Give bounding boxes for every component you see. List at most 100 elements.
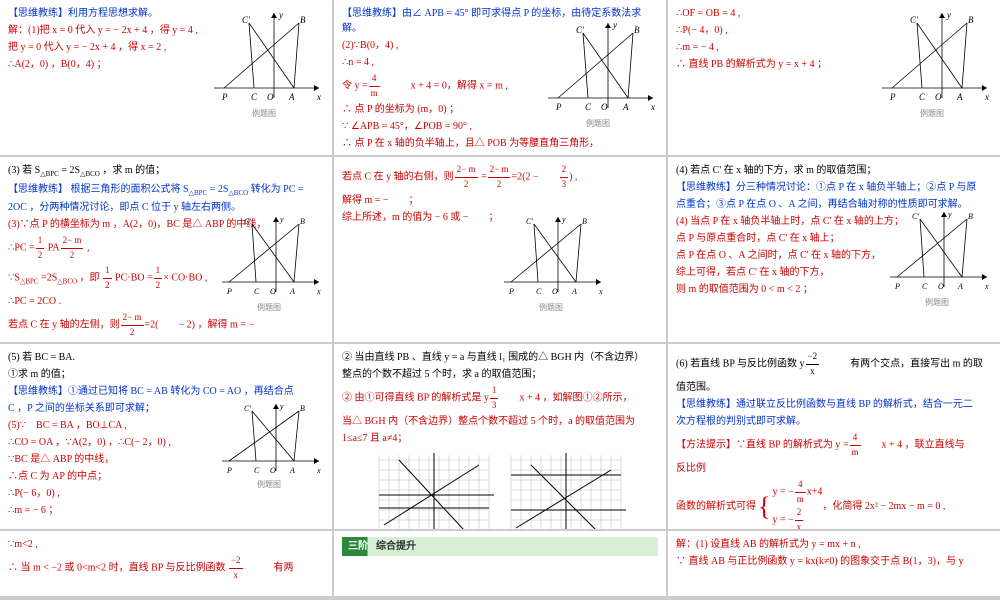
svg-text:O: O [938, 282, 944, 291]
diagram: x y B C' P C O A 例题图 [214, 399, 324, 491]
sol-line: ∴ 当 m < −2 或 0<m<2 时，直线 BP 与反比例函数 −2x 有两 [8, 554, 324, 582]
sol-line: 若点 C 在 y 轴的左侧，则2− m2=2( − 2) ，解得 m = − [8, 311, 324, 339]
hint: 【思维教练】 根据三角形的面积公式将 S△BPC = 2S△BCO 转化为 PC… [8, 182, 324, 199]
hint: 【思维教练】①通过已知将 BC = AB 转化为 CO = AO ，再结合点 [8, 384, 324, 399]
diagram: x y B C' P C O A 例题图 [204, 8, 324, 120]
geometry-diagram-svg: x y B C' P C O A [882, 207, 992, 292]
svg-text:C: C [254, 466, 260, 474]
cell-r2c2: 若点 C 在 y 轴的右侧，则2− m2 =2− m2=2(2 − 23) , … [334, 157, 666, 342]
problem: (4) 若点 C' 在 x 轴的下方，求 m 的取值范围； [676, 163, 992, 178]
hint: 次方程根的判别式即可求解。 [676, 414, 992, 429]
sol-line: 解得 m = − ； [342, 193, 658, 208]
svg-text:B: B [968, 212, 973, 221]
cell-r3c1: (5) 若 BC = BA. ①求 m 的值； 【思维教练】①通过已知将 BC … [0, 344, 332, 529]
svg-text:O: O [270, 287, 276, 296]
diagram-caption: 例题图 [204, 108, 324, 120]
diagram-caption: 例题图 [214, 479, 324, 491]
svg-text:C': C' [244, 404, 251, 413]
svg-text:C: C [922, 282, 928, 291]
svg-text:C: C [585, 102, 592, 112]
geometry-diagram-svg: x y B C' P C O A [872, 8, 992, 103]
svg-text:x: x [650, 102, 655, 112]
svg-text:x: x [984, 92, 989, 102]
problem: (6) 若直线 BP 与反比例函数 y−2x 有两个交点，直接写出 m 的取 [676, 350, 992, 378]
grid-svg [369, 450, 499, 529]
diagram-caption: 例题图 [882, 297, 992, 309]
svg-text:x: x [598, 287, 603, 296]
svg-text:A: A [289, 466, 295, 474]
svg-text:y: y [946, 10, 951, 20]
svg-text:A: A [956, 92, 963, 102]
problem: 整点的个数不超过 5 个时，求 a 的取值范围； [342, 367, 658, 382]
svg-text:P: P [226, 466, 232, 474]
svg-text:C: C [251, 92, 258, 102]
sol-line: 解：(1) 设直线 AB 的解析式为 y = mx + n , [676, 537, 992, 552]
diagram: x y B C' P C O A 例题图 [538, 18, 658, 130]
svg-text:B: B [634, 25, 640, 35]
sol-line: 【方法提示】∵直线 BP 的解析式为 y =4m x + 4 ，联立直线与 [676, 431, 992, 459]
cell-r1c1: 【思维教练】利用方程思想求解。 解：(1)把 x = 0 代入 y = − 2x… [0, 0, 332, 155]
diagram: x y B C' P C O A 例题图 [882, 207, 992, 309]
problem: ①求 m 的值； [8, 367, 324, 382]
svg-text:C': C' [912, 212, 919, 221]
svg-text:P: P [226, 287, 232, 296]
cell-r1c2: 【思维教练】由∠ APB = 45° 即可求得点 P 的坐标，由待定系数法求解。… [334, 0, 666, 155]
cell-r3c2: ② 当由直线 PB 、直线 y = a 与直线 l₁ 围成的△ BGH 内（不含… [334, 344, 666, 529]
sol-line: 函数的解析式可得 { y = −4mx+4 y = −2x ，化简得 2x² −… [676, 478, 992, 529]
cell-r4c1: ∵m<2 , ∴ 当 m < −2 或 0<m<2 时，直线 BP 与反比例函数… [0, 531, 332, 596]
section-title: 三阶综合提升 [342, 537, 658, 556]
svg-text:C': C' [526, 217, 533, 226]
problem: (3) 若 S△BPC = 2S△BCO ，求 m 的值； [8, 163, 324, 180]
diagram: x y B C' P C O A 例题图 [496, 212, 606, 314]
sol-line: 6 ； [8, 341, 324, 342]
svg-text:y: y [279, 402, 284, 411]
svg-text:A: A [288, 92, 295, 102]
svg-text:P: P [889, 92, 896, 102]
sol-line: 反比例 [676, 461, 992, 476]
geometry-diagram-svg: x y B C' P C O A [538, 18, 658, 113]
geometry-diagram-svg: x y B C' P C O A [496, 212, 606, 297]
cell-r2c3: (4) 若点 C' 在 x 轴的下方，求 m 的取值范围； 【思维教练】分三种情… [668, 157, 1000, 342]
svg-text:x: x [316, 466, 321, 474]
diagram: x y B C' P C O A 例题图 [872, 8, 992, 120]
svg-text:O: O [270, 466, 276, 474]
svg-text:P: P [894, 282, 900, 291]
geometry-diagram-svg: x y B C' P C O A [204, 8, 324, 103]
svg-text:A: A [622, 102, 629, 112]
svg-text:C': C' [576, 25, 585, 35]
hint: 【思维教练】分三种情况讨论：①点 P 在 x 轴负半轴上；②点 P 与原 [676, 180, 992, 195]
svg-text:C: C [254, 287, 260, 296]
sol-line: 当△ BGH 内（不含边界）整点个数不超过 5 个时，a 的取值范围为 [342, 414, 658, 429]
svg-text:C': C' [910, 15, 919, 25]
svg-text:B: B [300, 15, 306, 25]
svg-text:A: A [289, 287, 295, 296]
gridplot-row: 例题解图① 例题解图② [342, 450, 658, 529]
svg-text:y: y [947, 210, 952, 219]
cell-r2c1: (3) 若 S△BPC = 2S△BCO ，求 m 的值； 【思维教练】 根据三… [0, 157, 332, 342]
diagram-caption: 例题图 [496, 302, 606, 314]
sol-line: 若点 C 在 y 轴的右侧，则2− m2 =2− m2=2(2 − 23) , [342, 163, 658, 191]
svg-text:A: A [957, 282, 963, 291]
svg-text:C': C' [244, 217, 251, 226]
hint: 【思维教练】通过联立反比例函数与直线 BP 的解析式，结合一元二 [676, 397, 992, 412]
svg-text:B: B [300, 217, 305, 226]
diagram-caption: 例题图 [872, 108, 992, 120]
svg-text:O: O [552, 287, 558, 296]
svg-text:B: B [968, 15, 974, 25]
svg-text:x: x [316, 287, 321, 296]
svg-text:O: O [935, 92, 942, 102]
sol-line: ∵ 直线 AB 与正比例函数 y = kx(k≠0) 的图象交于点 B(1，3)… [676, 554, 992, 569]
sol-line: ② 由①可得直线 BP 的解析式是 y13 x + 4 ，如解图①②所示， [342, 384, 658, 412]
sol-line: ∴m = − 6 ； [8, 503, 324, 518]
svg-text:x: x [316, 92, 321, 102]
problem: 值范围。 [676, 380, 992, 395]
svg-text:P: P [555, 102, 562, 112]
diagram-caption: 例题图 [214, 302, 324, 314]
svg-text:y: y [612, 20, 617, 30]
svg-text:P: P [221, 92, 228, 102]
gridplot1: 例题解图① [369, 450, 499, 529]
problem: (5) 若 BC = BA. [8, 350, 324, 365]
diagram: x y B C' P C O A 例题图 [214, 212, 324, 314]
svg-text:C: C [919, 92, 926, 102]
svg-text:A: A [571, 287, 577, 296]
